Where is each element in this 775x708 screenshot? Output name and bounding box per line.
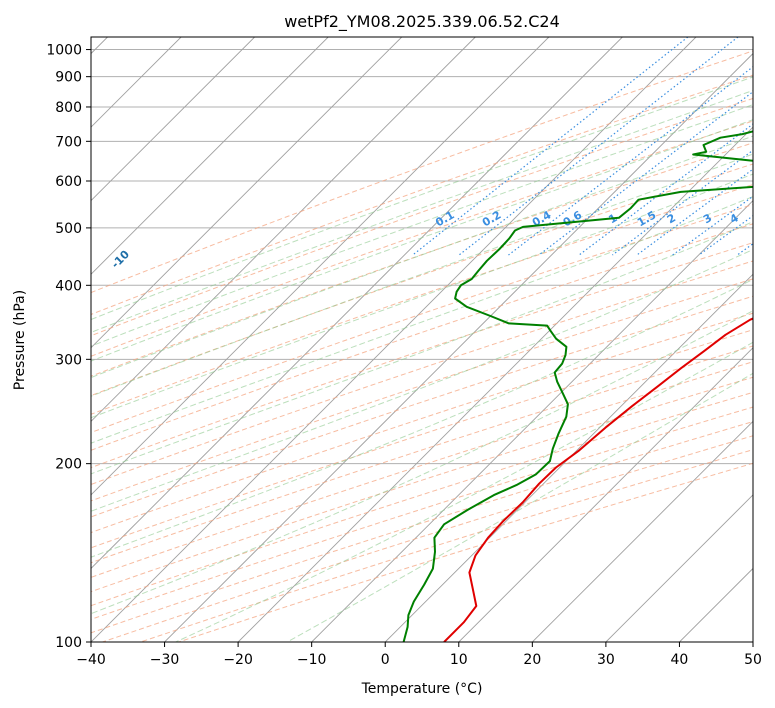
mixing-ratio-label: 6 [766, 211, 775, 226]
dry-adiabat [91, 278, 753, 502]
isotherm [752, 641, 753, 642]
y-tick-label: 800 [55, 100, 82, 116]
moist-adiabat [91, 249, 753, 512]
dry-adiabat [91, 184, 753, 415]
isotherm [91, 37, 403, 349]
x-tick-label: −40 [76, 652, 106, 668]
x-tick-label: −20 [223, 652, 253, 668]
x-tick-label: 40 [671, 652, 689, 668]
mixing-ratio-label: 2 [665, 211, 678, 226]
moist-adiabat [91, 221, 753, 475]
dry-adiabat [91, 163, 753, 397]
y-tick-label: 600 [55, 174, 82, 190]
isotherm [91, 37, 550, 496]
y-tick-label: 700 [55, 134, 82, 150]
isotherm [91, 37, 329, 275]
dry-adiabat [91, 295, 753, 518]
x-tick-label: 10 [450, 652, 468, 668]
y-tick-label: 1000 [46, 43, 82, 59]
isotherm [91, 37, 697, 642]
dry-adiabat [91, 74, 753, 316]
mixing-ratio-line [578, 123, 753, 256]
dry-adiabat [178, 462, 753, 642]
mixing-ratio-line [765, 37, 775, 255]
dry-adiabat [91, 329, 753, 549]
profile-traces [402, 130, 753, 642]
isotherm [91, 37, 476, 422]
moist-adiabat [287, 372, 753, 642]
isotherm [458, 347, 753, 642]
dry-adiabat [91, 223, 753, 451]
theta-label: -10 [109, 248, 132, 271]
moist-adiabat [91, 196, 753, 444]
dry-adiabat [91, 50, 753, 294]
mixing-ratio-label: 3 [701, 211, 714, 226]
dry-adiabat [91, 376, 753, 593]
moist-adiabat [91, 153, 753, 397]
dry-adiabat [91, 142, 753, 377]
background-labels: 0.10.20.40.611.52346810131620253036-100-… [109, 208, 775, 271]
temperature-profile [443, 317, 753, 642]
axis-ticks: −40 −30 −20 −10 0 10 20 30 40 50 100 200 300 400 500 60… [46, 43, 762, 668]
dry-adiabat [91, 345, 753, 564]
y-tick-label: 900 [55, 70, 82, 86]
x-tick-label: 0 [381, 652, 390, 668]
moist-adiabat [91, 278, 753, 558]
moist-adiabat [91, 173, 753, 419]
dry-adiabat [91, 203, 753, 434]
y-tick-label: 500 [55, 221, 82, 237]
moist-adiabat [91, 104, 753, 347]
y-tick-label: 100 [55, 635, 82, 651]
isotherm [679, 567, 753, 642]
dry-adiabat [91, 361, 753, 578]
y-tick-label: 300 [55, 352, 82, 368]
moist-adiabat [91, 76, 753, 321]
dry-adiabat [91, 120, 753, 357]
x-tick-label: −30 [150, 652, 180, 668]
isotherm [311, 200, 753, 642]
isotherm [91, 37, 623, 570]
y-axis-label: Pressure (hPa) [12, 290, 28, 390]
dry-adiabat [91, 260, 753, 486]
x-tick-label: 50 [744, 652, 762, 668]
x-tick-label: 30 [597, 652, 615, 668]
background-lines [91, 37, 775, 642]
x-axis-label: Temperature (°C) [361, 681, 483, 697]
y-tick-label: 200 [55, 457, 82, 473]
chart-title: wetPf2_YM08.2025.339.06.52.C24 [284, 12, 560, 32]
mixing-ratio-line [736, 243, 753, 256]
x-tick-label: −10 [297, 652, 327, 668]
isotherm [532, 420, 753, 642]
y-tick-label: 400 [55, 278, 82, 294]
isotherm [237, 126, 753, 642]
dry-adiabat [91, 312, 753, 534]
plot-frame [90, 36, 754, 643]
dewpoint-profile [402, 130, 753, 642]
isotherm [164, 52, 753, 642]
mixing-ratio-line [412, 37, 689, 256]
dry-adiabat [91, 391, 753, 607]
isotherm [605, 494, 753, 642]
dry-adiabat [91, 242, 753, 469]
mixing-ratio-line [458, 37, 739, 256]
isotherm [91, 37, 255, 202]
moist-adiabat [91, 135, 753, 379]
moist-adiabat [91, 89, 753, 333]
moist-adiabat [91, 119, 753, 362]
mixing-ratio-line [612, 149, 753, 256]
isotherm [384, 273, 753, 642]
moist-adiabat [91, 310, 753, 615]
x-tick-label: 20 [523, 652, 541, 668]
dry-adiabat [91, 97, 753, 337]
